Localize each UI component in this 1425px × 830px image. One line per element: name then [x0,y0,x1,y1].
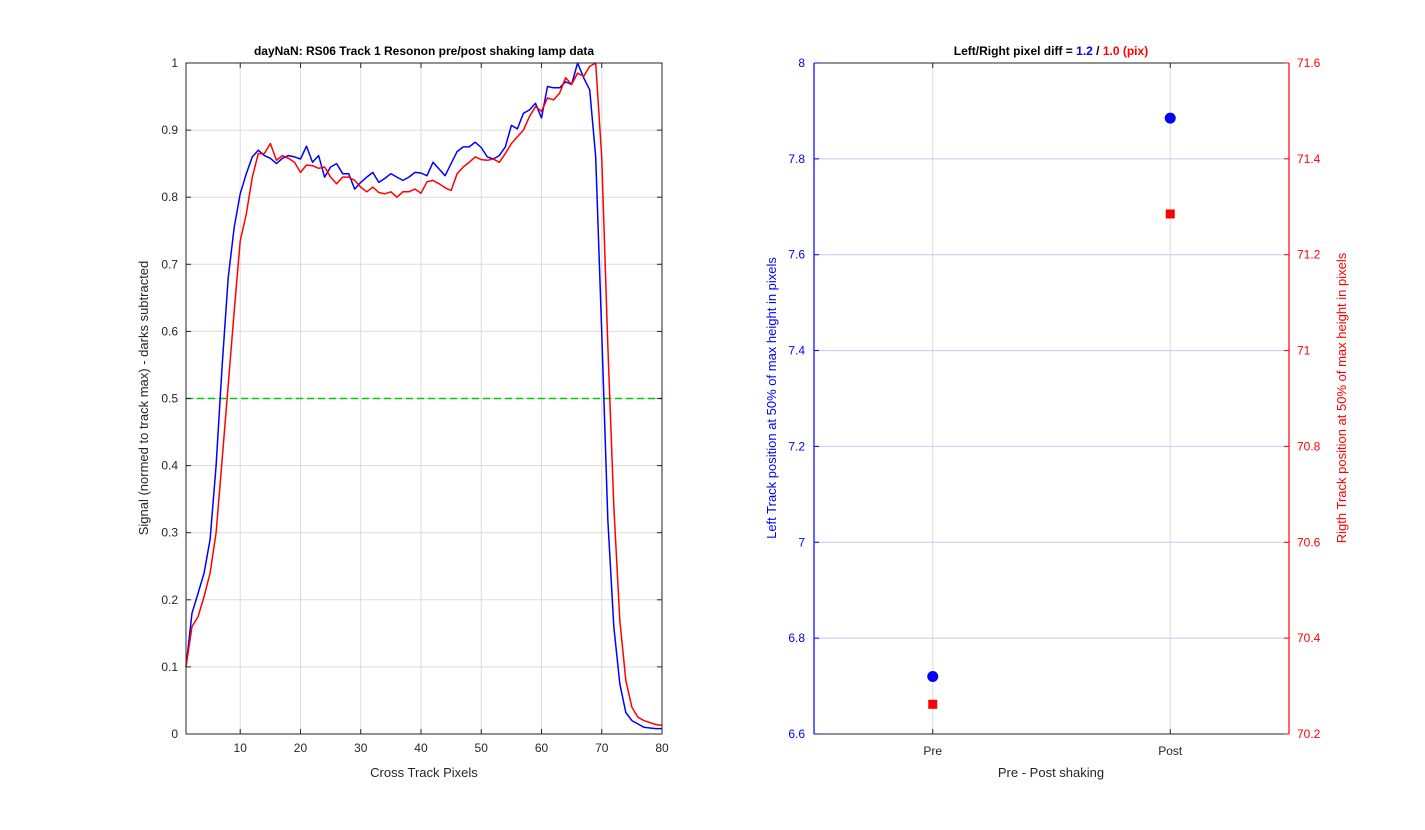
left-series-line-red [185,62,663,727]
right-left-y-tick-label: 7.6 [788,248,805,262]
right-plot-area [814,63,1289,734]
right-left-y-axis-label: Left Track position at 50% of max height… [764,257,779,539]
left-y-tick-label: 0.8 [161,190,178,204]
right-x-tick-label: Post [1158,744,1183,758]
left-x-tick-label: 40 [414,741,428,755]
right-right-y-tick-label: 71 [1297,344,1311,358]
left-x-tick-label: 10 [234,741,248,755]
right-left-y-tick-label: 6.6 [788,727,805,741]
right-grid [814,63,1289,734]
right-right-y-axis-label: Rigth Track position at 50% of max heigh… [1334,252,1349,543]
right-point-left-post [1164,112,1176,124]
right-tick-group: Pre Post 6.6 6.8 7 7.2 7.4 7.6 7.8 8 70.2 70.4 70.6 7… [788,56,1320,758]
right-right-y-tick-label: 71.2 [1297,248,1321,262]
left-y-tick-label: 0.7 [161,257,178,271]
right-right-y-tick-label: 70.4 [1297,631,1321,645]
left-x-tick-label: 20 [294,741,308,755]
right-x-tick-label: Pre [923,744,942,758]
left-y-tick-label: 0.1 [161,660,178,674]
left-x-tick-label: 50 [475,741,489,755]
left-tick-group: 10 20 30 40 50 60 70 80 0 0.1 0.2 0.3 0.4 0.5 0.6 0.7 0.… [161,56,669,755]
right-x-axis-label: Pre - Post shaking [998,765,1104,780]
left-y-tick-label: 0.3 [161,526,178,540]
left-y-tick-label: 0.9 [161,123,178,137]
right-title-separator: / [1093,44,1103,58]
left-x-tick-label: 80 [655,741,669,755]
right-left-y-tick-label: 8 [798,56,805,70]
right-left-y-tick-label: 7 [798,535,805,549]
right-right-y-tick-label: 70.8 [1297,439,1321,453]
right-chart-title: Left/Right pixel diff = 1.2 / 1.0 (pix) [954,44,1148,58]
right-points-group [927,112,1176,709]
right-right-y-tick-label: 70.2 [1297,727,1321,741]
left-y-tick-label: 0 [171,727,178,741]
right-right-y-tick-label: 71.6 [1297,56,1321,70]
right-right-y-tick-label: 70.6 [1297,535,1321,549]
left-y-tick-label: 0.2 [161,593,178,607]
left-series-group [185,62,663,730]
left-y-tick-label: 0.4 [161,459,178,473]
right-chart: Pre Post 6.6 6.8 7 7.2 7.4 7.6 7.8 8 70.2 70.4 70.6 7… [764,44,1349,780]
right-left-y-tick-label: 7.4 [788,344,805,358]
right-title-red-value: 1.0 (pix) [1103,44,1148,58]
left-x-tick-label: 60 [535,741,549,755]
right-right-y-tick-label: 71.4 [1297,152,1321,166]
left-chart-title: dayNaN: RS06 Track 1 Resonon pre/post sh… [254,44,594,58]
left-x-axis-label: Cross Track Pixels [370,765,478,780]
right-point-left-pre [927,670,939,682]
right-left-y-tick-label: 6.8 [788,631,805,645]
left-x-tick-label: 70 [595,741,609,755]
right-title-blue-value: 1.2 [1076,44,1093,58]
left-x-tick-label: 30 [354,741,368,755]
right-point-right-post [1165,209,1175,219]
left-y-tick-label: 0.6 [161,324,178,338]
right-left-y-tick-label: 7.2 [788,439,805,453]
right-left-y-tick-label: 7.8 [788,152,805,166]
left-y-tick-label: 1 [171,56,178,70]
left-y-tick-label: 0.5 [161,392,178,406]
right-title-prefix: Left/Right pixel diff = [954,44,1076,58]
left-chart: 10 20 30 40 50 60 70 80 0 0.1 0.2 0.3 0.4 0.5 0.6 0.7 0.… [136,44,669,780]
right-point-right-pre [928,699,938,709]
left-y-axis-label: Signal (normed to track max) - darks sub… [136,261,151,536]
